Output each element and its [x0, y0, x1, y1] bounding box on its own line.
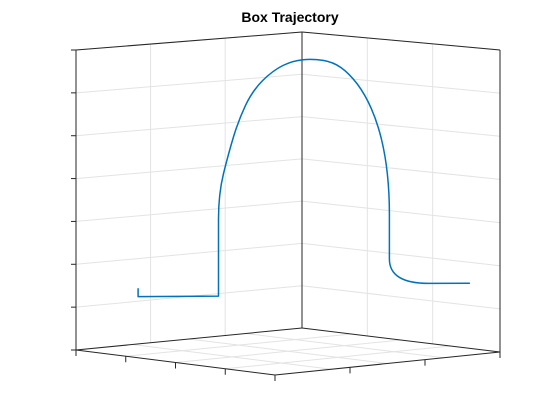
back-left-edge [75, 327, 303, 351]
trajectory-line [137, 58, 470, 298]
grid-line-right-wall [301, 158, 501, 180]
grid-line-left-wall [75, 200, 303, 222]
grid-line-left-wall [75, 242, 303, 265]
top-left-edge [75, 31, 303, 51]
grid-line-floor [245, 333, 444, 359]
grid-line-right-wall [301, 285, 501, 310]
grid-line-left-wall [75, 116, 303, 137]
axes-box [75, 31, 501, 376]
data-series [137, 58, 470, 298]
grid-line-right-wall [301, 73, 501, 94]
grid-lines [75, 31, 501, 370]
top-right-edge [301, 31, 501, 51]
grid-line-right-wall [301, 200, 501, 224]
grid-line-right-wall [301, 242, 501, 267]
grid-line-right-wall [301, 116, 501, 137]
grid-line-left-wall [75, 158, 303, 180]
grid-line-left-wall [75, 73, 303, 94]
chart-title: Box Trajectory [241, 9, 339, 25]
grid-line-floor [188, 338, 388, 364]
axis-ticks [71, 49, 501, 381]
back-right-edge [301, 327, 501, 353]
y-axis-line [274, 351, 501, 376]
grid-line-floor [225, 345, 451, 370]
